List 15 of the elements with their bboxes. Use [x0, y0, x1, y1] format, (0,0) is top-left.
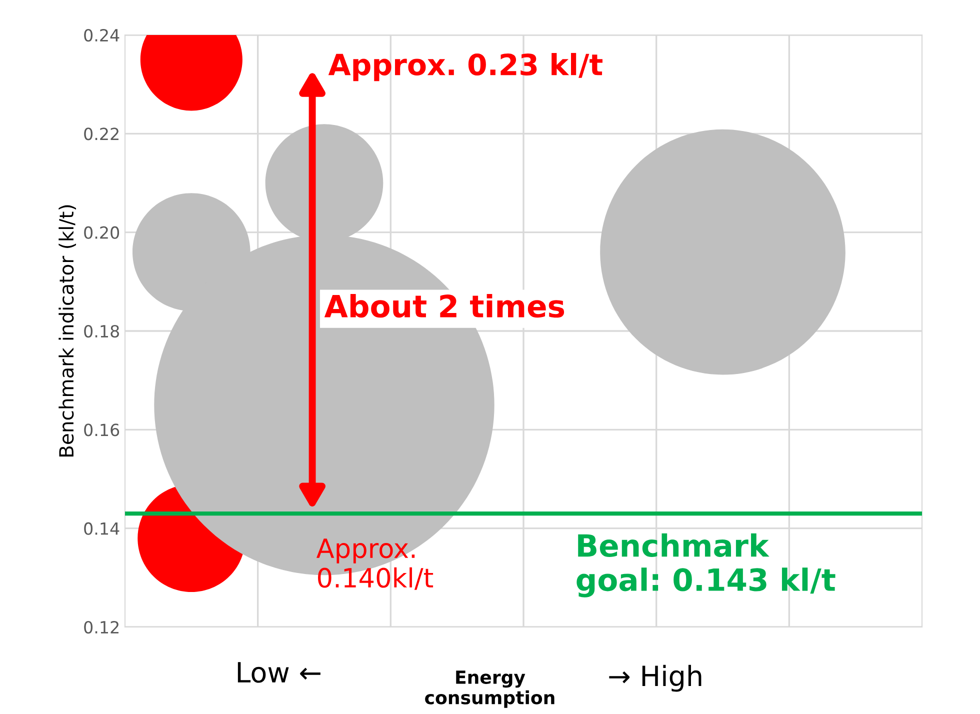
ref-line-label: Benchmark goal: 0.143 kl/t — [576, 533, 836, 598]
x-axis-title: Energy consumption — [425, 670, 554, 708]
y-tick-label: 0.18 — [84, 324, 119, 338]
y-tick-label: 0.14 — [84, 522, 120, 535]
y-tick-label: 0.20 — [84, 226, 120, 239]
annotation: Approx. 0.140kl/t — [316, 538, 434, 590]
y-tick-label: 0.12 — [84, 620, 118, 634]
y-axis-title: Benchmark indicator (kl/t) — [58, 205, 76, 456]
y-tick-label: 0.24 — [84, 28, 120, 42]
text: → High — [609, 664, 702, 692]
text: Low ← — [238, 662, 320, 683]
y-tick-label: 0.16 — [84, 424, 120, 436]
y-tick-label: 0.22 — [84, 128, 118, 140]
annotation: Approx. 0.23 kl/t — [328, 52, 602, 82]
annotation: About 2 times — [324, 294, 564, 318]
